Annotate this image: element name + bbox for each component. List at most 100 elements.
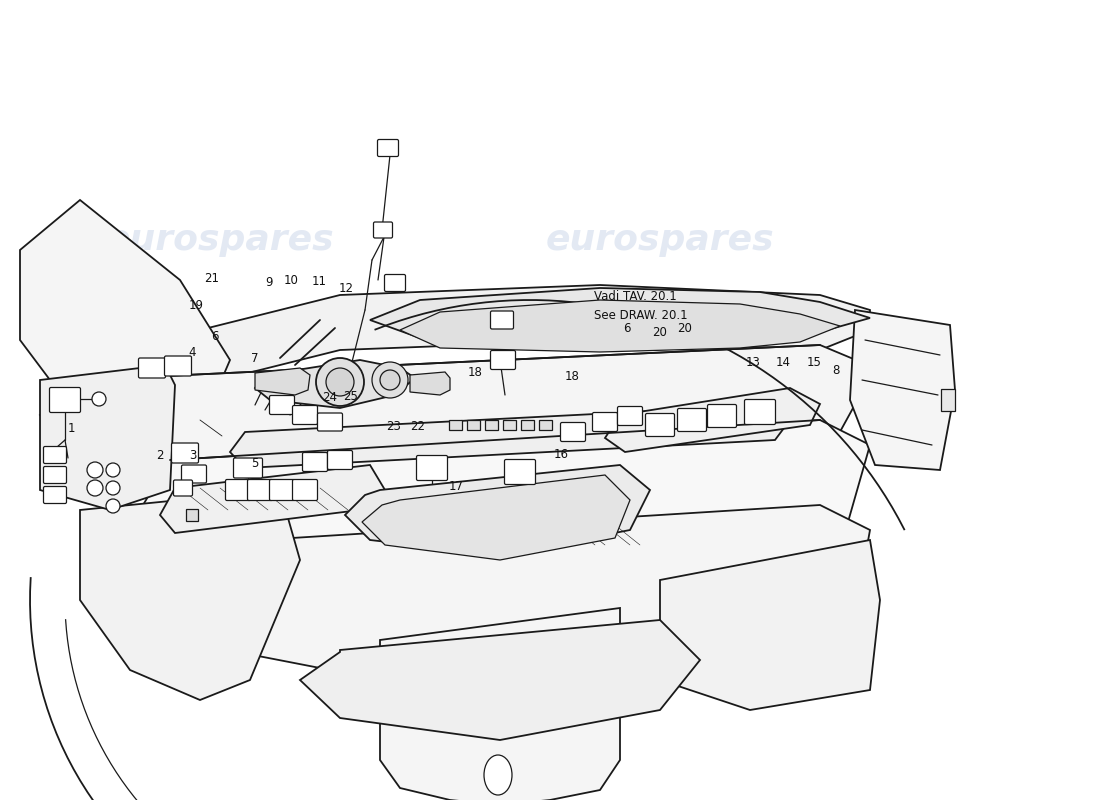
Polygon shape (255, 368, 310, 395)
Text: eurospares: eurospares (546, 439, 774, 473)
Polygon shape (660, 540, 880, 710)
Text: 17: 17 (449, 480, 464, 493)
FancyBboxPatch shape (50, 387, 80, 413)
Polygon shape (40, 365, 175, 510)
Bar (940, 389, 955, 411)
FancyBboxPatch shape (293, 406, 318, 425)
Text: 11: 11 (311, 275, 327, 288)
FancyBboxPatch shape (617, 406, 642, 426)
Polygon shape (40, 345, 874, 500)
FancyBboxPatch shape (182, 465, 207, 483)
FancyBboxPatch shape (44, 466, 66, 483)
FancyBboxPatch shape (44, 486, 66, 503)
FancyBboxPatch shape (561, 422, 585, 442)
Polygon shape (230, 405, 790, 468)
FancyBboxPatch shape (270, 479, 295, 501)
Text: 20: 20 (676, 322, 692, 334)
Bar (466, 420, 480, 430)
Text: 19: 19 (188, 299, 204, 312)
FancyBboxPatch shape (385, 274, 406, 291)
Polygon shape (100, 285, 870, 390)
Polygon shape (379, 608, 620, 800)
FancyBboxPatch shape (646, 414, 674, 437)
Bar (186, 509, 198, 521)
Polygon shape (850, 310, 955, 470)
Text: 18: 18 (468, 366, 483, 379)
FancyBboxPatch shape (139, 358, 165, 378)
Circle shape (106, 499, 120, 513)
FancyBboxPatch shape (745, 399, 776, 425)
Circle shape (106, 481, 120, 495)
Ellipse shape (484, 755, 512, 795)
Text: 9: 9 (266, 276, 273, 289)
Text: 5: 5 (252, 458, 258, 470)
Text: 23: 23 (386, 420, 402, 433)
Polygon shape (410, 372, 450, 395)
Circle shape (87, 480, 103, 496)
FancyBboxPatch shape (226, 479, 251, 501)
Text: 6: 6 (211, 330, 218, 342)
Polygon shape (100, 350, 870, 420)
Bar (484, 420, 497, 430)
Polygon shape (160, 465, 385, 533)
Polygon shape (370, 288, 870, 342)
Text: 7: 7 (252, 352, 258, 365)
Bar (503, 420, 516, 430)
Text: 3: 3 (189, 450, 196, 462)
Text: 21: 21 (204, 272, 219, 285)
Text: 12: 12 (339, 282, 354, 294)
Polygon shape (255, 360, 415, 408)
Bar (449, 420, 462, 430)
FancyBboxPatch shape (318, 413, 342, 431)
FancyBboxPatch shape (417, 455, 448, 481)
FancyBboxPatch shape (174, 480, 192, 496)
Text: 14: 14 (776, 356, 791, 369)
FancyBboxPatch shape (270, 395, 295, 414)
Circle shape (106, 463, 120, 477)
Text: 25: 25 (343, 390, 359, 402)
Text: 10: 10 (284, 274, 299, 286)
Polygon shape (20, 200, 230, 460)
FancyBboxPatch shape (377, 139, 398, 157)
Bar (520, 420, 534, 430)
Circle shape (326, 368, 354, 396)
Polygon shape (400, 300, 840, 352)
FancyBboxPatch shape (328, 450, 352, 470)
Text: eurospares: eurospares (106, 223, 334, 257)
FancyBboxPatch shape (374, 222, 393, 238)
Bar (539, 420, 551, 430)
Circle shape (87, 462, 103, 478)
Text: 4: 4 (189, 346, 196, 358)
Text: eurospares: eurospares (546, 223, 774, 257)
Text: 13: 13 (746, 356, 761, 369)
Text: 20: 20 (652, 326, 668, 339)
Circle shape (372, 362, 408, 398)
FancyBboxPatch shape (491, 350, 516, 370)
Polygon shape (345, 465, 650, 555)
FancyBboxPatch shape (293, 479, 318, 501)
Polygon shape (605, 388, 820, 452)
Text: 15: 15 (806, 356, 822, 369)
FancyBboxPatch shape (233, 458, 263, 478)
Polygon shape (80, 490, 300, 700)
FancyBboxPatch shape (678, 409, 706, 431)
Polygon shape (300, 620, 700, 740)
Text: 6: 6 (624, 322, 630, 334)
FancyBboxPatch shape (248, 479, 273, 501)
Circle shape (316, 358, 364, 406)
FancyBboxPatch shape (44, 446, 66, 463)
FancyBboxPatch shape (707, 405, 737, 427)
Circle shape (92, 392, 106, 406)
Text: 22: 22 (410, 420, 426, 433)
Text: Vadi TAV. 20.1
See DRAW. 20.1: Vadi TAV. 20.1 See DRAW. 20.1 (594, 290, 688, 322)
Text: eurospares: eurospares (106, 439, 334, 473)
FancyBboxPatch shape (491, 311, 514, 329)
FancyBboxPatch shape (302, 453, 328, 471)
Circle shape (379, 370, 400, 390)
Polygon shape (140, 420, 870, 590)
Text: 16: 16 (553, 448, 569, 461)
Text: 1: 1 (68, 422, 75, 434)
Text: 18: 18 (564, 370, 580, 383)
Polygon shape (140, 505, 870, 690)
FancyBboxPatch shape (234, 481, 262, 499)
